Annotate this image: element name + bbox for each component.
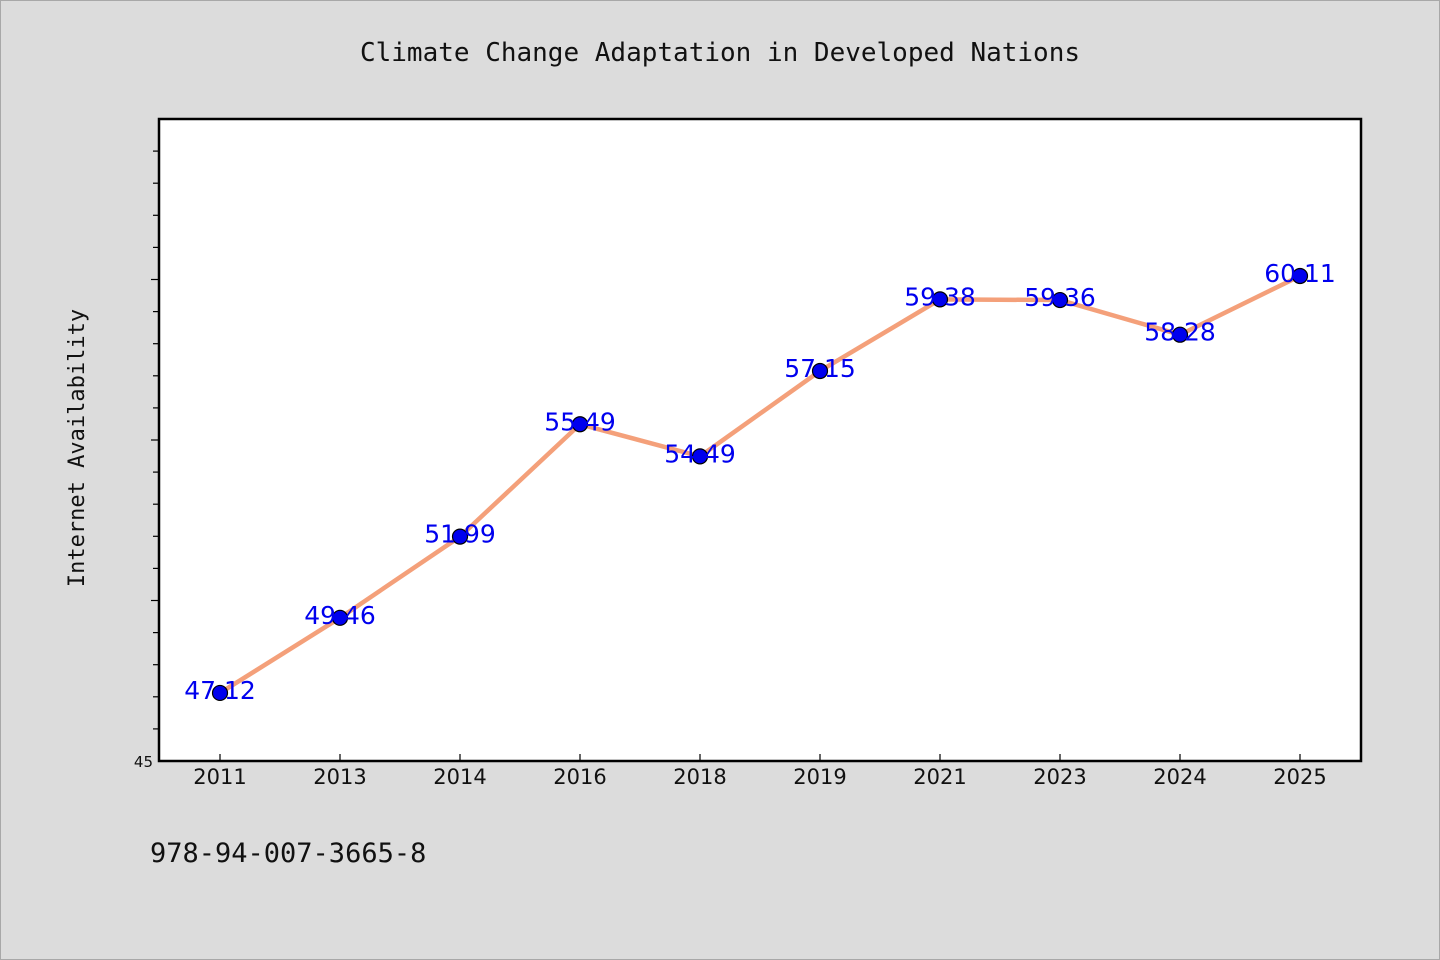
x-tick-label: 2019	[793, 765, 846, 789]
x-tick-label: 2014	[433, 765, 486, 789]
series-line	[217, 273, 1303, 696]
data-point-marker	[691, 448, 709, 465]
x-tick-label: 2011	[193, 765, 246, 789]
data-point-marker	[931, 291, 949, 308]
data-point-marker	[1051, 291, 1069, 309]
series-markers	[211, 267, 1309, 702]
data-label: 47.12	[184, 676, 256, 705]
data-point-marker	[211, 684, 229, 702]
x-tick-label: 2025	[1273, 765, 1326, 789]
data-label: 59.38	[904, 282, 976, 311]
chart-title: Climate Change Adaptation in Developed N…	[360, 38, 1080, 68]
data-label: 54.49	[664, 439, 736, 468]
data-point-marker	[811, 362, 829, 380]
data-point-marker	[571, 416, 589, 433]
y-axis-label: Internet Availability	[65, 309, 90, 587]
data-point-marker	[1171, 326, 1189, 343]
data-label: 58.28	[1144, 318, 1216, 347]
x-tick-label: 2016	[553, 765, 606, 789]
y-axis-ticks: 45	[134, 150, 159, 771]
y-tick-label: 45	[134, 753, 153, 771]
x-tick-label: 2013	[313, 765, 366, 789]
data-label: 49.46	[304, 601, 376, 630]
data-label: 55.49	[544, 407, 616, 436]
data-label: 59.36	[1024, 283, 1096, 312]
data-point-marker	[1291, 267, 1309, 285]
data-label: 51.99	[424, 520, 496, 549]
series-line-group	[217, 273, 1303, 696]
x-tick-label: 2024	[1153, 765, 1206, 789]
plot-area	[157, 117, 1363, 763]
isbn-footer: 978-94-007-3665-8	[150, 838, 426, 869]
x-tick-label: 2023	[1033, 765, 1086, 789]
x-axis-ticks: 2011 2013 2014 2016 2018 2019 2021 2023 2024 2025	[193, 754, 1327, 789]
data-label: 57.15	[784, 354, 856, 383]
x-tick-label: 2018	[673, 765, 726, 789]
data-point-marker	[451, 528, 469, 545]
data-labels: 47.12 49.46 51.99 55.49 54.49 57.15 59.38 59.36…	[184, 259, 1336, 705]
x-tick-label: 2021	[913, 765, 966, 789]
data-label: 60.11	[1264, 259, 1336, 288]
data-point-marker	[331, 609, 349, 626]
